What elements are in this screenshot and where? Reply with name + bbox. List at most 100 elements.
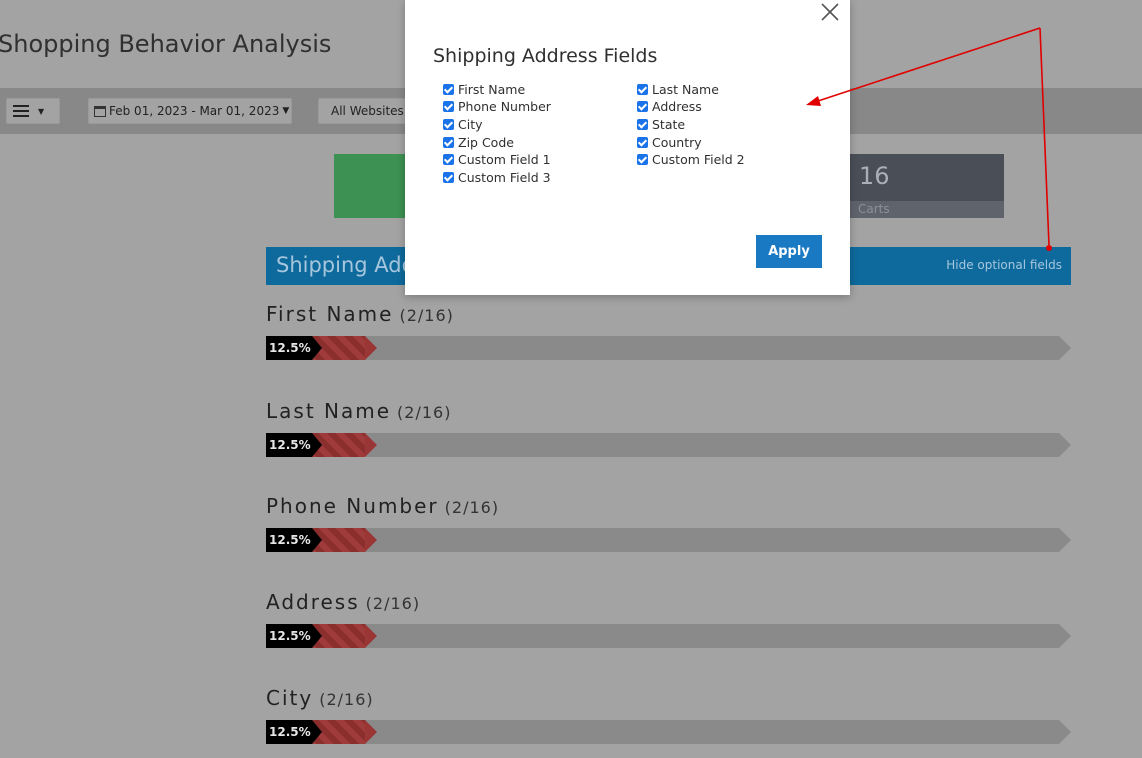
hide-optional-fields-link[interactable]: Hide optional fields [946,258,1062,272]
option-phone-number[interactable]: Phone Number [443,99,551,114]
field-count: (2/16) [399,306,454,325]
progress-track [266,336,1059,360]
percent-label: 12.5% [266,336,312,360]
percent-label: 12.5% [266,433,312,457]
percent-label: 12.5% [266,528,312,552]
caret-down-icon: ▼ [282,106,290,116]
progress-track-tip [1059,720,1071,744]
progress-fill-tip [365,336,377,360]
option-label: Last Name [652,82,719,97]
checkbox-checked-icon[interactable] [443,119,454,130]
field-label: First Name (2/16) [266,302,1071,330]
progress-track-tip [1059,624,1071,648]
website-label: All Websites [331,104,404,118]
checkbox-checked-icon[interactable] [443,84,454,95]
field-name: Last Name [266,399,392,423]
progress-fill-tip [365,624,377,648]
field-selection-modal: Shipping Address Fields First Name Phone… [405,0,850,295]
option-country[interactable]: Country [637,135,702,150]
field-count: (2/16) [397,403,452,422]
option-custom-field-2[interactable]: Custom Field 2 [637,152,745,167]
checkbox-checked-icon[interactable] [637,101,648,112]
option-label: State [652,117,686,132]
option-label: Phone Number [458,99,551,114]
carts-label: Carts [845,201,1004,218]
close-icon[interactable] [820,2,840,22]
option-city[interactable]: City [443,117,483,132]
percent-label-tip [312,528,322,552]
progress-track [266,528,1059,552]
percent-label: 12.5% [266,720,312,744]
option-label: Custom Field 2 [652,152,745,167]
percent-label-tip [312,624,322,648]
option-address[interactable]: Address [637,99,702,114]
option-label: City [458,117,483,132]
website-selector[interactable]: All Websites [318,98,408,124]
progress-bar: 12.5% [266,624,1071,648]
page-title: Shopping Behavior Analysis [0,30,332,58]
option-label: Custom Field 1 [458,152,551,167]
annotation-arrow [1039,27,1052,251]
progress-fill-tip [365,720,377,744]
checkbox-checked-icon[interactable] [443,101,454,112]
progress-bar: 12.5% [266,433,1071,457]
field-name: Address [266,590,360,614]
checkbox-checked-icon[interactable] [443,154,454,165]
progress-bar: 12.5% [266,336,1071,360]
progress-fill-tip [365,528,377,552]
field-label: Last Name (2/16) [266,399,1071,427]
hamburger-icon [13,105,29,117]
progress-bar: 12.5% [266,528,1071,552]
field-count: (2/16) [365,594,421,613]
option-zip-code[interactable]: Zip Code [443,135,514,150]
field-label: City (2/16) [266,686,1071,714]
percent-label-tip [312,720,322,744]
modal-title: Shipping Address Fields [433,45,658,67]
checkbox-checked-icon[interactable] [637,119,648,130]
progress-track-tip [1059,433,1071,457]
option-first-name[interactable]: First Name [443,82,525,97]
option-custom-field-3[interactable]: Custom Field 3 [443,170,551,185]
checkbox-checked-icon[interactable] [637,84,648,95]
caret-down-icon: ▼ [38,106,45,116]
progress-bar: 12.5% [266,720,1071,744]
field-label: Phone Number (2/16) [266,494,1071,522]
carts-count: 16 [859,162,890,190]
option-state[interactable]: State [637,117,685,132]
option-label: First Name [458,82,526,97]
field-row: Address (2/16) 12.5% [266,590,1071,648]
option-label: Custom Field 3 [458,170,551,185]
apply-button[interactable]: Apply [756,235,822,268]
field-row: Last Name (2/16) 12.5% [266,399,1071,457]
progress-track-tip [1059,336,1071,360]
field-label: Address (2/16) [266,590,1071,618]
field-count: (2/16) [319,690,374,709]
checkbox-checked-icon[interactable] [637,154,648,165]
progress-fill-tip [365,433,377,457]
field-row: Phone Number (2/16) 12.5% [266,494,1071,552]
checkbox-checked-icon[interactable] [637,137,648,148]
percent-label-tip [312,433,322,457]
field-count: (2/16) [444,498,500,517]
percent-label: 12.5% [266,624,312,648]
progress-track-tip [1059,528,1071,552]
checkbox-checked-icon[interactable] [443,137,454,148]
option-custom-field-1[interactable]: Custom Field 1 [443,152,551,167]
field-row: City (2/16) 12.5% [266,686,1071,744]
stat-tile-carts: 16 Carts [845,154,1004,218]
checkbox-checked-icon[interactable] [443,172,454,183]
option-last-name[interactable]: Last Name [637,82,719,97]
option-label: Country [652,135,702,150]
progress-track [266,624,1059,648]
menu-button[interactable]: ▼ [6,98,60,124]
calendar-icon [94,105,106,117]
field-row: First Name (2/16) 12.5% [266,302,1071,360]
field-name: City [266,686,314,710]
date-range-picker[interactable]: Feb 01, 2023 - Mar 01, 2023 ▼ [88,98,292,124]
progress-track [266,720,1059,744]
progress-track [266,433,1059,457]
option-label: Zip Code [458,135,514,150]
date-range-label: Feb 01, 2023 - Mar 01, 2023 [109,104,280,118]
field-name: Phone Number [266,494,439,518]
percent-label-tip [312,336,322,360]
